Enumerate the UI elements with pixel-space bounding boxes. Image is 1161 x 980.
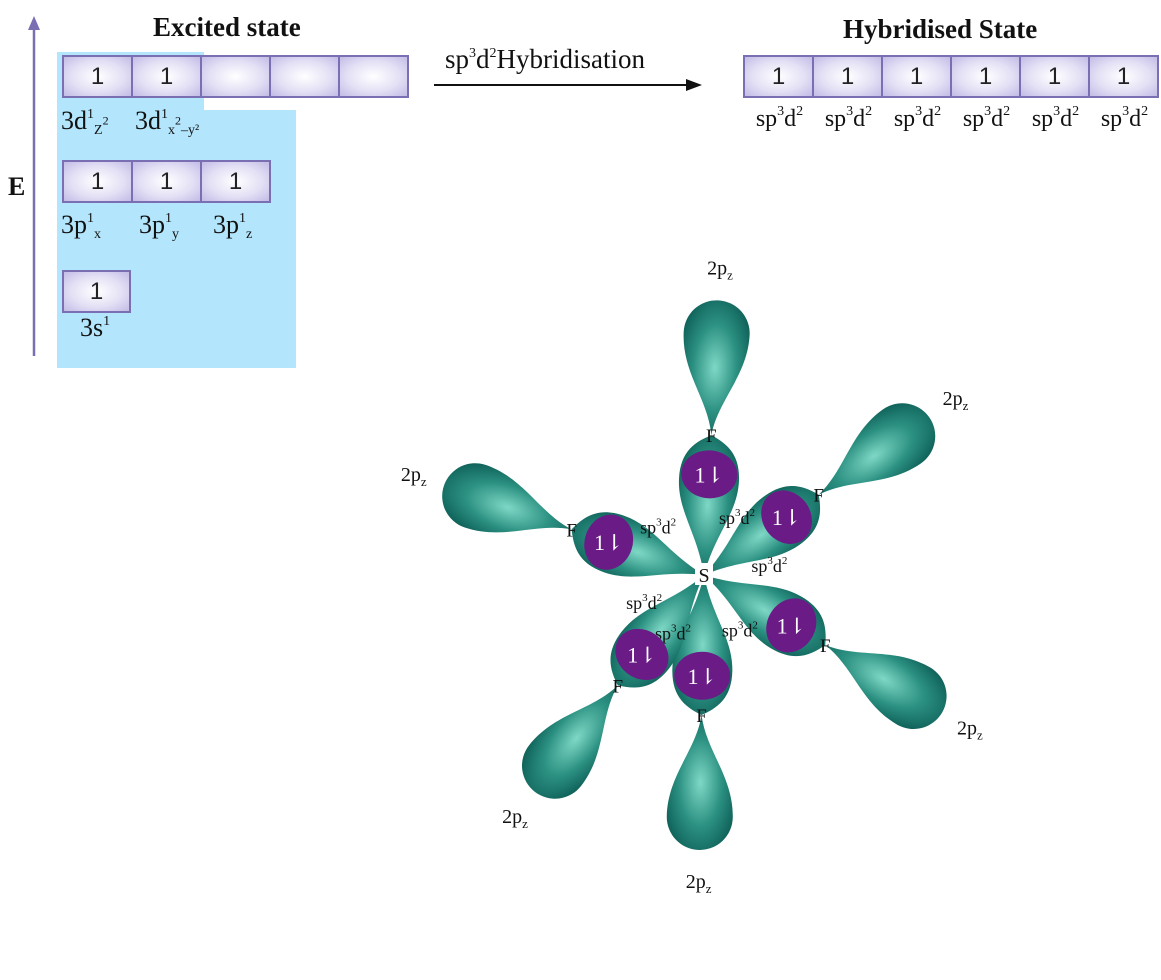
orbital-2pz-label: 2pz [686,871,712,896]
hybridised-state-title: Hybridised State [843,14,1038,44]
electron-pair-arrows: 1⇂ [594,530,623,555]
sp3d2-label: sp3d2 [719,507,755,528]
p-label-y: 3p1y [139,210,179,242]
electron-pair-arrows: 1⇂ [695,462,724,487]
hybrid-orbital-label: sp3d2 [1100,103,1149,132]
electron-pair [766,598,817,653]
fluorine-label: F [813,486,824,507]
fluorine-label: F [566,520,577,541]
hybrid-orbital-box-5: 1 [1019,55,1090,98]
d-orbital-box-5 [338,55,409,98]
fluorine-label: F [820,636,831,657]
hybridisation-arrow-label: sp3d2Hybridisation [445,44,646,74]
s-label: 3s1 [80,313,111,342]
d-orbital-box-1: 1 [62,55,133,98]
excited-panel [57,110,296,368]
s-orbital-box-1: 1 [62,270,131,313]
energy-axis [28,16,40,356]
fluorine-2pz-lobe [825,645,947,729]
fluorine-label: F [613,676,624,697]
fluorine-2pz-lobe [683,300,750,436]
sp3d2-label: sp3d2 [722,619,758,640]
electron-pair-arrows: 1⇂ [627,642,656,667]
p-orbital-box-3: 1 [200,160,271,203]
p-orbital-box-2: 1 [131,160,202,203]
electron-pair-arrows: 1⇂ [777,613,806,638]
fluorine-2pz-lobe [818,403,936,495]
p-label-x: 3p1x [61,210,101,242]
fluorine-2pz-lobe [442,463,572,533]
excited-state-title: Excited state [153,12,301,42]
fluorine-label: F [706,426,717,447]
hybridisation-arrow [434,79,702,91]
hybrid-orbital-label: sp3d2 [1031,103,1080,132]
sulfur-label-bg [695,563,713,585]
electron-pair [584,514,634,570]
hybrid-orbital-label: sp3d2 [893,103,942,132]
sp3d2-label: sp3d2 [640,516,676,537]
orbital-2pz-label: 2pz [401,464,427,489]
orbital-2pz-label: 2pz [707,257,733,282]
hybrid-orbital-box-1: 1 [743,55,814,98]
electron-pair-arrows: 1⇂ [688,664,717,689]
hybrid-orbital-label: sp3d2 [962,103,1011,132]
fluorine-label: F [696,706,707,727]
electron-pair-arrows: 1⇂ [772,505,801,530]
d-label-x2y2: 3d1x2–y² [135,106,200,138]
electron-pair [674,651,731,700]
hybrid-orbital-box-2: 1 [812,55,883,98]
sp3d2-label: sp3d2 [626,592,662,613]
hybrid-orbital-box-6: 1 [1088,55,1159,98]
d-label-z2: 3d1Z2 [61,106,109,138]
fluorine-2pz-lobe [666,714,733,850]
sp3d2-label: sp3d2 [751,555,787,576]
orbital-2pz-label: 2pz [957,718,983,743]
d-orbital-box-2: 1 [131,55,202,98]
p-label-z: 3p1z [213,210,253,242]
electron-pair [615,628,669,681]
sulfur-label: S [698,565,709,587]
orbital-2pz-label: 2pz [943,388,969,413]
fluorine-2pz-lobe [522,685,618,799]
electron-pair [761,490,812,544]
hybrid-orbital-label: sp3d2 [824,103,873,132]
orbital-2pz-label: 2pz [502,806,528,831]
d-orbital-box-3 [200,55,271,98]
hybrid-orbital-box-3: 1 [881,55,952,98]
electron-pair [681,450,738,499]
energy-label: E [8,172,26,201]
hybrid-orbital-label: sp3d2 [755,103,804,132]
